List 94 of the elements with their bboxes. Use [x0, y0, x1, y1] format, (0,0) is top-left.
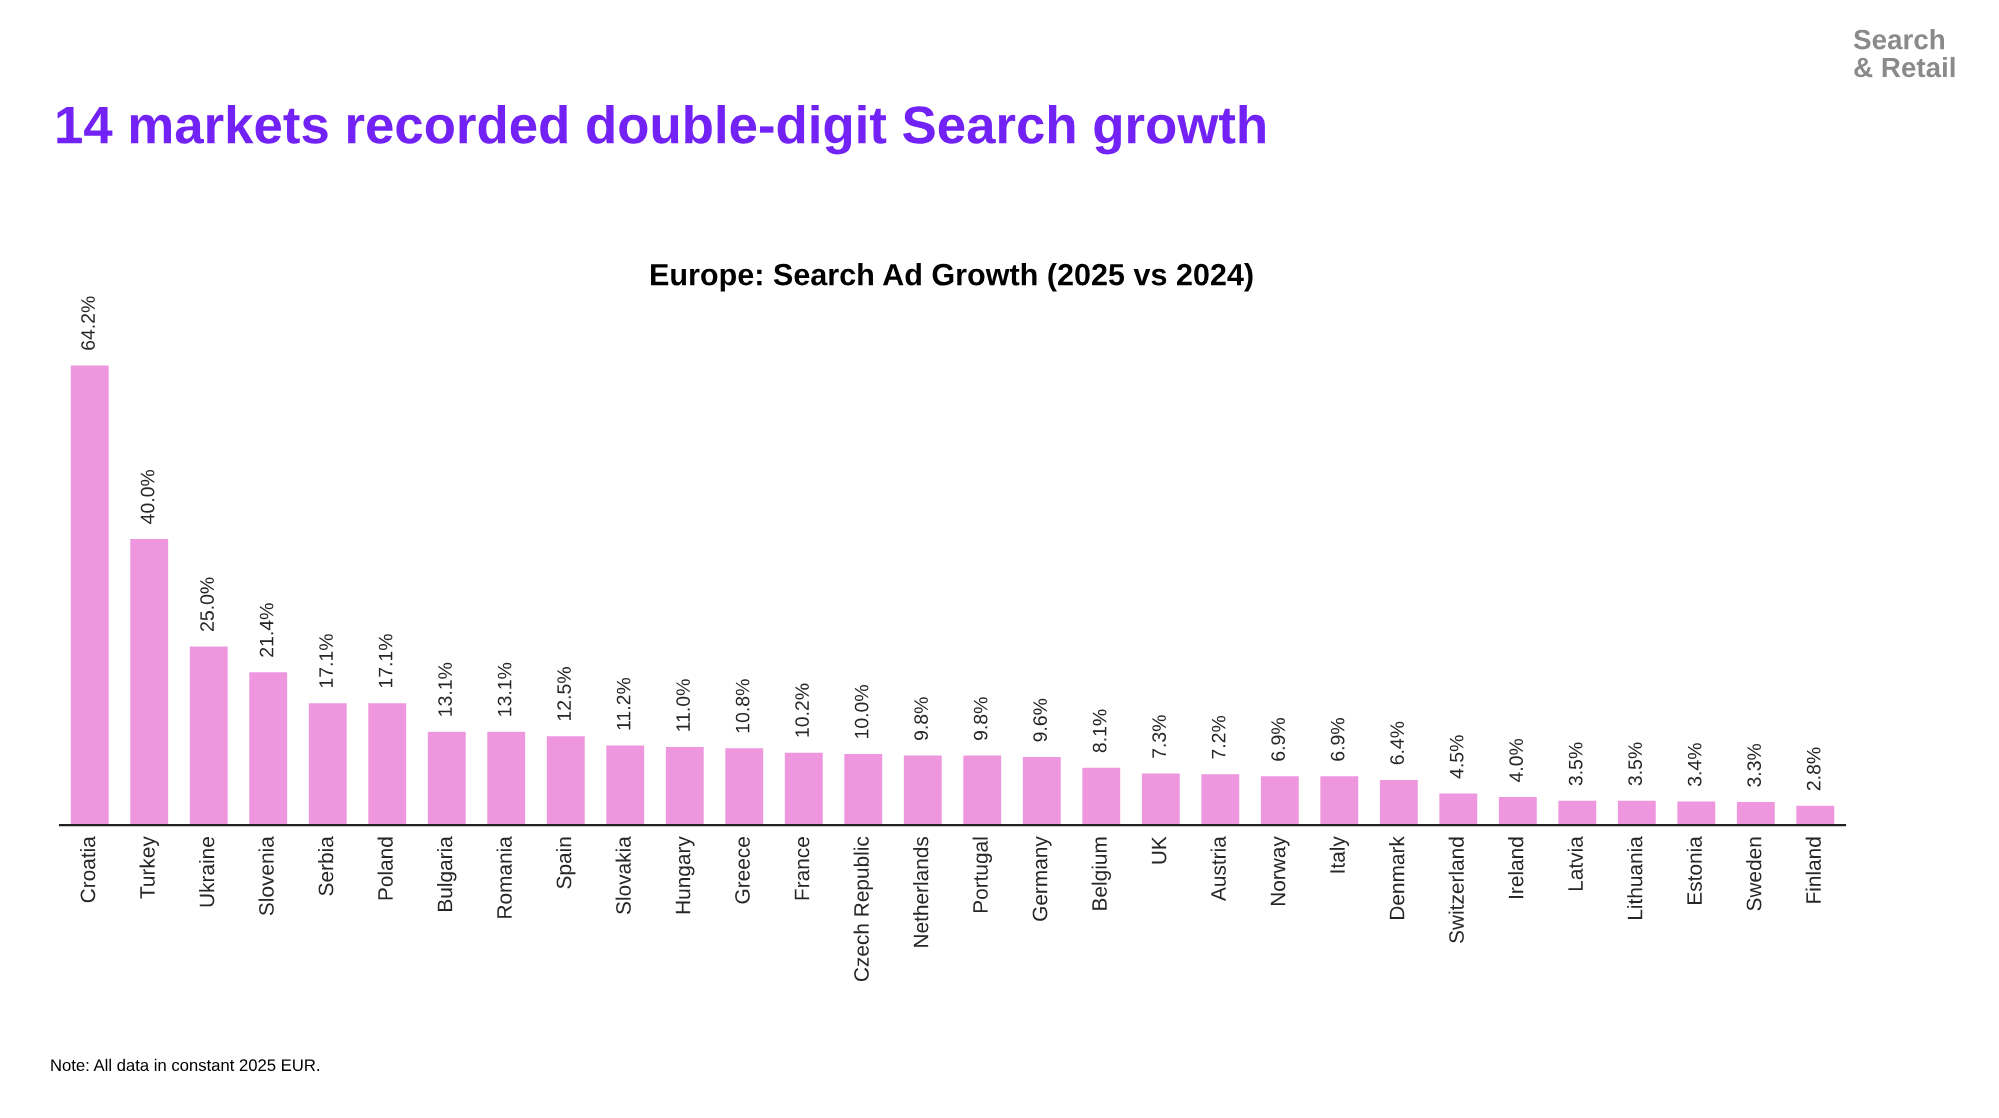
data-label: 25.0%	[200, 577, 214, 631]
x-tick-label: France	[794, 837, 810, 900]
data-label: 13.1%	[438, 662, 452, 716]
bar	[1794, 804, 1836, 826]
bar	[1080, 766, 1122, 826]
x-tick-label: Spain	[556, 837, 576, 889]
x-tick-label: Romania	[496, 836, 512, 918]
data-label: 3.5%	[1628, 742, 1643, 786]
x-tick-label: Czech Republic	[853, 836, 873, 982]
x-tick-label: Bulgaria	[437, 836, 457, 911]
data-label: 6.9%	[1330, 718, 1345, 761]
x-tick-label: Austria	[1210, 836, 1226, 901]
data-label: 4.5%	[1449, 735, 1464, 779]
x-tick-label: Serbia	[318, 836, 334, 896]
bar	[247, 670, 289, 826]
x-tick-label: Estonia	[1686, 836, 1702, 904]
x-tick-label: Portugal	[972, 837, 992, 913]
bar	[842, 752, 884, 826]
x-tick-label: Switzerland	[1448, 837, 1464, 943]
x-tick-label: Slovakia	[615, 836, 631, 914]
bar	[307, 701, 349, 826]
x-tick-label: Italy	[1329, 836, 1350, 873]
x-tick-label: Turkey	[139, 836, 159, 899]
data-label: 7.3%	[1152, 715, 1167, 758]
data-label: 17.1%	[378, 634, 393, 688]
data-label: 9.8%	[914, 697, 928, 741]
bar	[961, 754, 1003, 826]
x-tick-label: Germany	[1032, 836, 1052, 921]
bar	[783, 751, 825, 826]
data-label: 8.1%	[1092, 709, 1107, 753]
bar	[485, 730, 527, 826]
data-label: 11.0%	[676, 679, 690, 731]
data-label: 3.3%	[1747, 743, 1762, 787]
bar	[664, 745, 706, 826]
x-tick-label: Croatia	[80, 836, 96, 903]
data-label: 9.6%	[1033, 698, 1047, 742]
data-label: 40.0%	[140, 469, 155, 524]
data-label: 21.4%	[259, 603, 274, 657]
bar	[545, 734, 587, 826]
bar	[69, 364, 111, 826]
bar	[1437, 792, 1479, 826]
data-label: 3.5%	[1568, 742, 1583, 786]
bar	[1735, 800, 1777, 826]
x-tick-label: Belgium	[1091, 837, 1111, 910]
x-tick-label: Lithuania	[1627, 836, 1643, 920]
bar	[1021, 755, 1063, 826]
bar	[902, 754, 944, 826]
bar	[1318, 774, 1360, 826]
bar	[366, 701, 408, 826]
x-tick-label: Norway	[1270, 836, 1290, 906]
bar	[426, 730, 468, 826]
x-tick-label: Hungary	[675, 836, 695, 914]
bar	[128, 537, 170, 826]
data-label: 4.0%	[1509, 738, 1524, 783]
x-tick-label: Denmark	[1389, 836, 1405, 919]
x-tick-label: Greece	[735, 837, 750, 904]
chart-subtitle: Europe: Search Ad Growth (2025 vs 2024)	[651, 263, 1253, 292]
x-tick-label: Slovenia	[258, 836, 274, 916]
bar	[723, 746, 765, 826]
data-label: 64.2%	[81, 296, 95, 350]
bar	[1675, 800, 1717, 826]
bar	[1378, 778, 1420, 826]
data-label: 10.2%	[795, 683, 809, 737]
x-tick-label: UK	[1151, 836, 1167, 864]
bar	[1140, 772, 1182, 826]
bar	[604, 744, 646, 826]
x-tick-label: Ireland	[1508, 837, 1524, 898]
data-label: 10.8%	[735, 679, 750, 733]
data-label: 10.0%	[854, 685, 869, 739]
data-label: 17.1%	[319, 634, 333, 688]
text: Search & Retail	[1853, 29, 1955, 78]
bar	[1259, 774, 1301, 826]
x-tick-label: Finland	[1805, 837, 1821, 903]
data-label: 11.2%	[616, 677, 631, 730]
data-label: 7.2%	[1211, 715, 1226, 759]
chart-title: 14 markets recorded double-digit Search growth	[57, 104, 1265, 155]
x-tick-label: Ukraine	[199, 837, 215, 907]
x-tick-label: Poland	[377, 837, 393, 900]
bar	[1497, 795, 1539, 826]
data-label: 9.8%	[973, 697, 988, 741]
data-label: 12.5%	[557, 667, 571, 721]
x-tick-label: Sweden	[1746, 837, 1762, 911]
x-tick-label: Latvia	[1567, 836, 1583, 891]
data-label: 13.1%	[497, 662, 512, 716]
data-label: 2.8%	[1806, 747, 1821, 791]
data-label: 6.9%	[1271, 718, 1286, 761]
bar	[1616, 799, 1658, 826]
bar	[1556, 799, 1598, 826]
bar	[1199, 772, 1241, 826]
x-tick-label: Netherlands	[913, 836, 929, 947]
text: Note: All data in constant 2025 EUR.	[51, 1058, 319, 1072]
data-label: 3.4%	[1687, 743, 1702, 787]
bar	[188, 645, 230, 826]
data-label: 6.4%	[1390, 721, 1405, 765]
